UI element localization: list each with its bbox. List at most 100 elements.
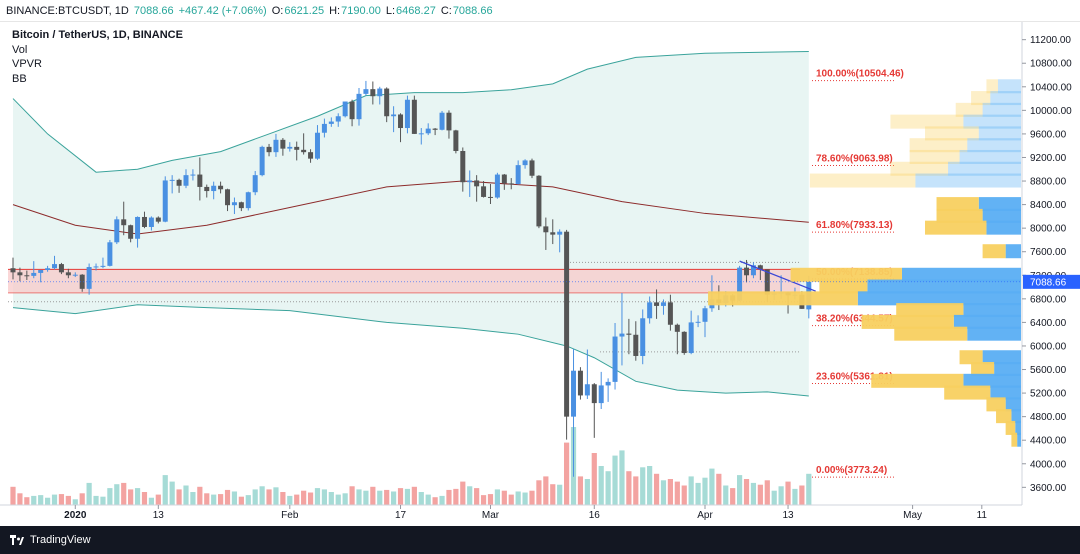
vpvr-up-bar	[994, 362, 1021, 377]
price-chart[interactable]: 100.00%(10504.46) 78.60%(9063.98) 61.80%(7…	[0, 22, 1080, 526]
high-value: 7190.00	[341, 4, 381, 17]
volume-bar	[314, 488, 321, 505]
vpvr-up-bar	[867, 279, 1021, 294]
candle-body	[218, 185, 224, 190]
symbol-label[interactable]: BINANCE:BTCUSDT, 1D	[6, 4, 129, 17]
vpvr-up-bar	[963, 303, 1021, 318]
vpvr-down-bar	[1011, 432, 1018, 447]
volume-bar	[100, 496, 106, 505]
volume-bar	[702, 477, 708, 505]
candle-body	[626, 333, 632, 335]
volume-bar	[439, 495, 445, 505]
volume-bar	[121, 482, 127, 505]
volume-bar	[238, 496, 244, 505]
time-tick-label: Mar	[482, 510, 500, 521]
price-tick-label: 6000.00	[1030, 341, 1067, 352]
volume-bar	[197, 486, 203, 505]
candle-body	[10, 268, 16, 273]
time-tick-label: May	[903, 510, 922, 521]
low-label: L:	[385, 4, 396, 17]
candle-body	[259, 146, 265, 176]
volume-bar	[273, 487, 279, 505]
volume-bar	[529, 490, 535, 505]
volume-bar	[730, 488, 736, 505]
candle-body	[24, 275, 30, 277]
price-tick-label: 4000.00	[1030, 459, 1067, 470]
candle-body	[314, 132, 320, 159]
candle-body	[474, 180, 480, 187]
symbol-header: BINANCE:BTCUSDT, 1D 7088.66 +467.42 (+7.…	[0, 0, 1080, 22]
candle-body	[446, 112, 452, 131]
candle-body	[688, 322, 694, 354]
indicator-vol[interactable]: Vol	[12, 43, 28, 56]
volume-bar	[190, 492, 196, 505]
candle-body	[467, 180, 473, 183]
vpvr-up-bar	[978, 126, 1021, 141]
volume-bar	[301, 490, 307, 505]
volume-bar	[764, 480, 770, 505]
candle-body	[100, 265, 106, 267]
candle-body	[169, 179, 175, 181]
volume-bar	[38, 495, 44, 505]
vpvr-up-bar	[1005, 244, 1021, 259]
volume-bar	[259, 486, 265, 505]
current-price-tag	[1023, 274, 1080, 289]
vpvr-up-bar	[967, 326, 1021, 341]
time-tick-label: 2020	[64, 510, 87, 521]
candle-body	[183, 175, 189, 186]
candle-body	[79, 274, 85, 289]
vpvr-down-bar	[982, 244, 1006, 259]
candle-body	[294, 146, 300, 150]
price-tick-label: 11200.00	[1030, 35, 1071, 46]
volume-bar	[598, 466, 604, 505]
volume-bar	[349, 486, 355, 505]
volume-bar	[51, 494, 58, 505]
price-tick-label: 9600.00	[1030, 129, 1067, 140]
volume-bar	[806, 473, 812, 505]
volume-bar	[743, 479, 750, 505]
volume-bar	[605, 471, 611, 505]
volume-bar	[370, 486, 376, 505]
volume-bar	[695, 482, 701, 505]
candle-body	[515, 165, 521, 184]
candle-body	[31, 272, 37, 276]
vpvr-down-bar	[971, 91, 991, 106]
footer-brand[interactable]: TradingView	[30, 534, 91, 546]
volume-bar	[709, 468, 715, 505]
candle-body	[273, 139, 279, 153]
volume-bar	[757, 484, 763, 505]
volume-bar	[633, 476, 639, 505]
volume-bar	[128, 489, 134, 505]
candle-body	[93, 266, 99, 268]
price-tick-label: 3600.00	[1030, 483, 1067, 494]
volume-bar	[522, 492, 528, 505]
candle-body	[321, 123, 327, 133]
volume-bar	[183, 485, 189, 505]
price-tick-label: 6800.00	[1030, 294, 1067, 305]
volume-bar	[799, 485, 805, 505]
price-tick-label: 9200.00	[1030, 153, 1067, 164]
candle-body	[398, 114, 404, 129]
price-tick-label: 5200.00	[1030, 389, 1067, 400]
volume-bar	[577, 476, 584, 505]
vpvr-up-bar	[990, 385, 1021, 400]
candle-body	[529, 160, 535, 176]
time-tick-label: 13	[782, 510, 794, 521]
vpvr-down-bar	[890, 161, 949, 176]
indicator-vpvr[interactable]: VPVR	[12, 58, 42, 70]
volume-bar	[750, 482, 757, 505]
candle-body	[564, 231, 570, 417]
candle-body	[667, 302, 673, 325]
candle-body	[72, 274, 78, 276]
candle-body	[522, 160, 528, 166]
candle-body	[245, 192, 251, 209]
indicator-bb[interactable]: BB	[12, 72, 27, 85]
candle-body	[557, 231, 563, 235]
volume-bar	[148, 497, 154, 505]
low-value: 6468.27	[396, 4, 436, 17]
candle-body	[328, 121, 334, 124]
volume-bar	[716, 473, 722, 505]
candle-body	[654, 302, 660, 306]
vpvr-down-bar	[909, 138, 968, 153]
vpvr-up-bar	[1017, 432, 1021, 447]
